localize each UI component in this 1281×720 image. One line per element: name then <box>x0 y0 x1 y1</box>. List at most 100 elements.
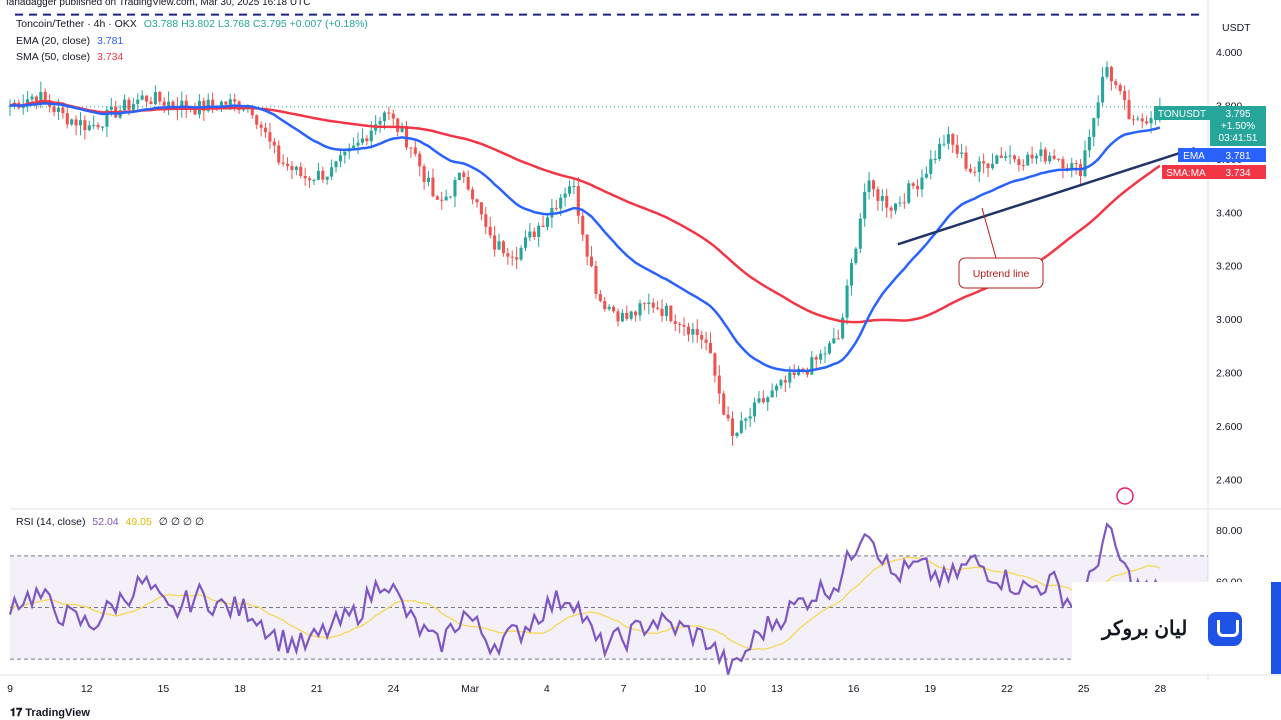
candle-body <box>669 305 673 322</box>
candle-body <box>819 353 823 360</box>
candle-body <box>65 113 69 125</box>
sma-legend[interactable]: SMA (50, close) 3.734 <box>16 51 127 63</box>
time-tick-label: 18 <box>234 683 246 695</box>
candle-body <box>867 180 871 192</box>
rsi-legend-value: 52.04 <box>92 516 119 528</box>
candle-body <box>400 126 404 132</box>
lightning-icon <box>1116 487 1134 505</box>
candle-body <box>664 305 668 316</box>
candle-body <box>488 226 492 236</box>
price-tick-label: 2.600 <box>1216 421 1242 433</box>
candle-body <box>462 172 466 178</box>
tradingview-brand-text: TradingView <box>25 707 90 719</box>
candle-body <box>832 338 836 344</box>
candle-body <box>907 183 911 203</box>
ema-legend[interactable]: EMA (20, close) 3.781 <box>16 35 127 47</box>
candle-body <box>1026 154 1030 166</box>
candle-body <box>1034 155 1039 159</box>
candle-body <box>162 101 166 106</box>
candle-body <box>369 130 373 142</box>
candle-body <box>290 166 294 171</box>
candle-body <box>620 312 624 322</box>
candle-body <box>1061 159 1065 169</box>
candle-body <box>501 241 505 254</box>
candle-body <box>854 248 858 264</box>
candle-body <box>515 257 519 260</box>
candle-body <box>634 311 638 316</box>
broker-logo-icon <box>1208 612 1242 646</box>
candle-body <box>184 100 188 109</box>
rsi-legend[interactable]: RSI (14, close) 52.04 49.05 ∅ ∅ ∅ ∅ <box>16 516 208 528</box>
candle-body <box>136 99 140 104</box>
tradingview-brand[interactable]: 𝟏𝟕 TradingView <box>10 707 90 720</box>
candle-body <box>250 105 254 116</box>
candle-body <box>321 170 325 180</box>
candle-body <box>841 317 845 339</box>
ohlc-values: O3.788 H3.802 L3.768 C3.795 +0.007 (+0.1… <box>143 18 368 30</box>
candle-body <box>849 263 854 286</box>
sma-line <box>9 99 1161 324</box>
symbol-tag-bg <box>1154 106 1210 120</box>
candle-body <box>334 161 338 168</box>
candle-body <box>519 247 523 260</box>
candle-body <box>145 95 149 102</box>
candle-body <box>537 225 541 237</box>
candle-body <box>1017 159 1021 165</box>
candle-body <box>303 175 307 179</box>
candle-body <box>880 195 884 201</box>
candle-body <box>466 177 470 190</box>
candle-body <box>123 99 127 111</box>
rsi-tick-label: 80.00 <box>1216 525 1242 537</box>
candle-body <box>1114 81 1118 86</box>
candle-body <box>444 196 448 201</box>
candle-body <box>330 167 334 177</box>
candle-body <box>726 414 730 419</box>
candle-body <box>717 375 721 394</box>
candle-body <box>96 124 100 128</box>
candle-body <box>572 185 576 187</box>
candle-body <box>78 120 83 126</box>
candle-body <box>1127 100 1131 120</box>
candle-body <box>770 390 774 398</box>
candle-body <box>955 144 959 154</box>
candle-body <box>281 162 285 164</box>
candle-body <box>713 353 717 376</box>
candle-body <box>973 171 977 173</box>
ema-legend-value: 3.781 <box>97 35 124 47</box>
candle-body <box>951 134 955 145</box>
symbol-tag-text: TONUSDT <box>1158 109 1206 120</box>
candle-body <box>109 106 113 110</box>
candle-body <box>678 324 682 326</box>
candle-body <box>92 124 96 126</box>
candle-body <box>523 237 527 248</box>
candle-body <box>876 189 880 201</box>
candle-body <box>1043 149 1047 162</box>
candle-body <box>598 293 602 301</box>
candle-body <box>263 127 268 133</box>
candle-body <box>902 202 906 204</box>
candle-body <box>863 191 867 219</box>
candle-body <box>929 159 933 174</box>
candle-body <box>219 101 224 109</box>
candle-body <box>814 357 818 360</box>
candle-body <box>497 241 501 250</box>
annotation-box <box>958 257 1044 289</box>
candle-body <box>779 380 783 386</box>
candle-body <box>686 326 691 335</box>
time-tick-label: 19 <box>924 683 936 695</box>
sma-tag-text: 3.734 <box>1225 168 1250 179</box>
ema-tag-bg <box>1210 148 1266 162</box>
rsi-extra-values: ∅ ∅ ∅ ∅ <box>158 516 205 528</box>
candle-body <box>193 109 197 115</box>
candle-body <box>1012 155 1017 160</box>
candle-body <box>387 112 391 114</box>
candle-body <box>431 177 435 197</box>
candle-body <box>87 125 91 131</box>
candle-body <box>651 302 655 308</box>
candle-body <box>1087 136 1091 151</box>
candle-body <box>739 420 743 433</box>
candle-body <box>554 207 558 209</box>
symbol-title[interactable]: Toncoin/Tether · 4h · OKX <box>16 18 137 30</box>
